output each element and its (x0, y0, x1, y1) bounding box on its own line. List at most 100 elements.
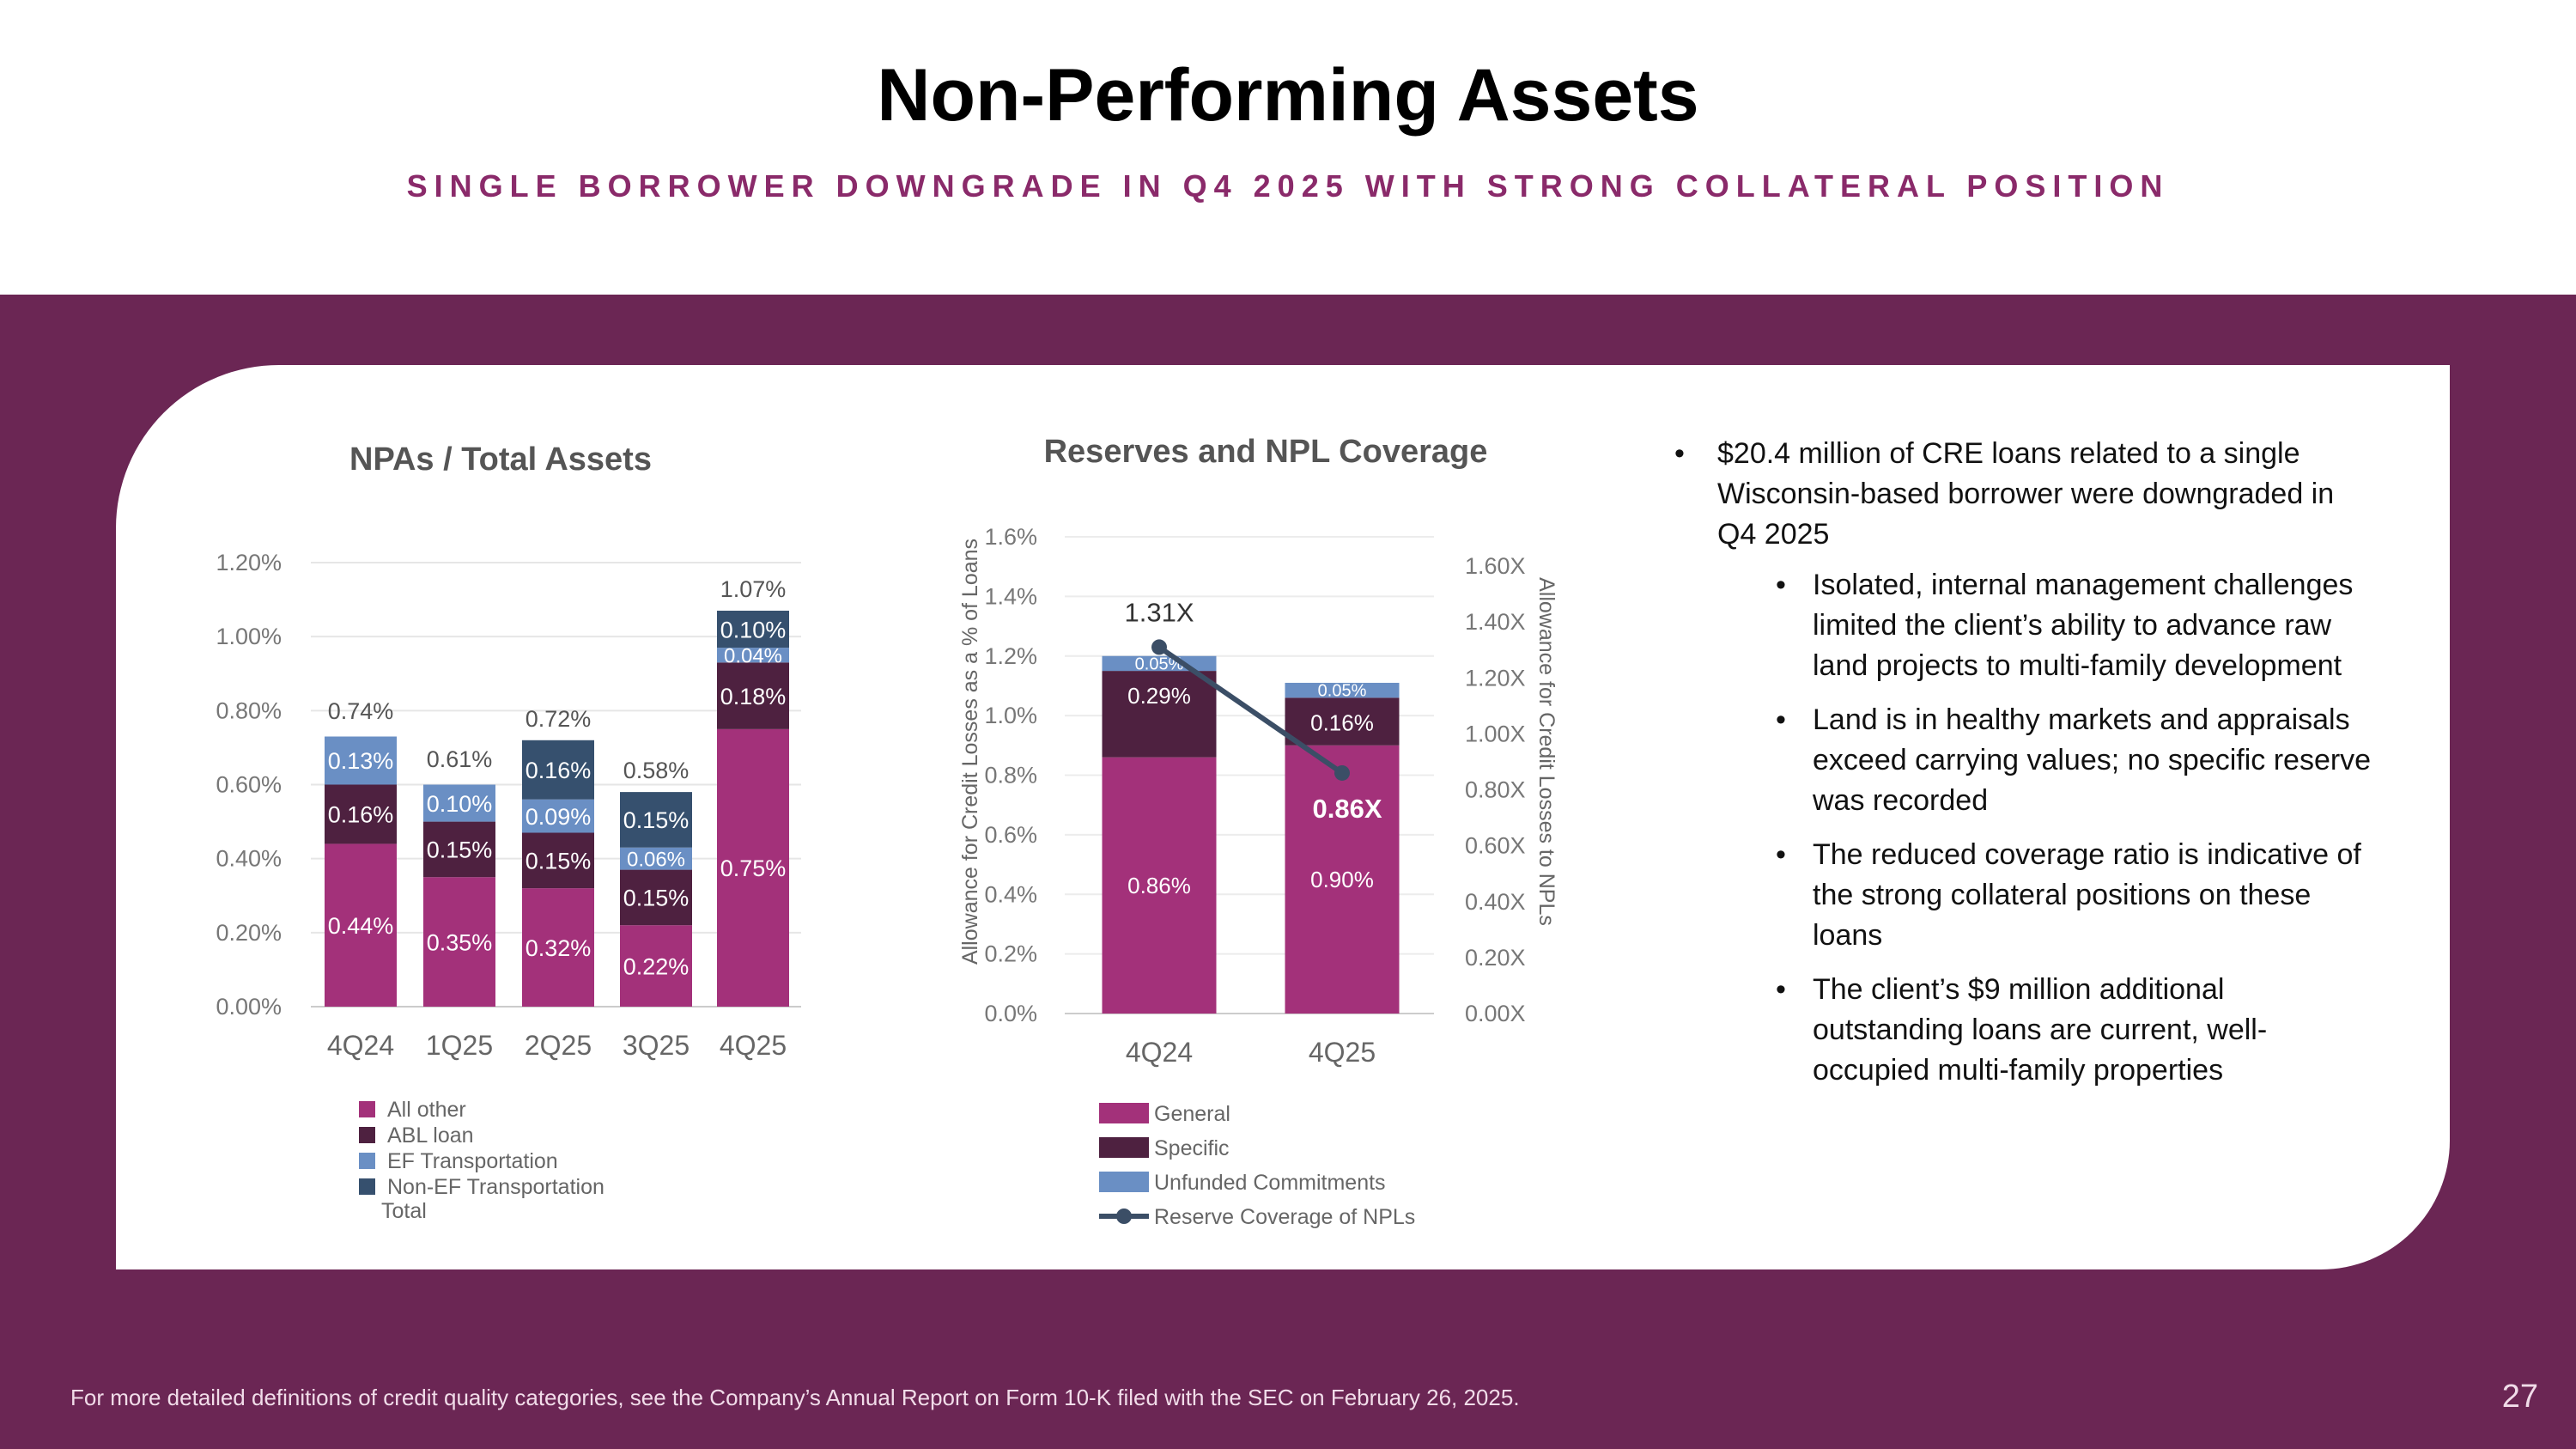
footnote: For more detailed definitions of credit … (70, 1385, 1520, 1410)
reserves-y2-tick: 0.00X (1465, 1001, 1526, 1026)
reserves-legend-label: General (1154, 1102, 1230, 1126)
reserves-segment-label: 0.16% (1310, 709, 1374, 735)
npa-segment-label: 0.10% (720, 617, 787, 642)
npa-bar-segment (325, 784, 397, 844)
npa-bar-segment (717, 662, 789, 729)
page-subtitle: SINGLE BORROWER DOWNGRADE IN Q4 2025 WIT… (406, 168, 2170, 204)
coverage-point (1334, 764, 1350, 781)
npa-legend-swatch (359, 1178, 375, 1195)
npa-bar-segment (423, 821, 495, 878)
page-number: 27 (2501, 1379, 2538, 1415)
npa-total-label: 1.07% (720, 576, 787, 602)
reserves-bar-segment (1102, 757, 1217, 1014)
reserves-y2-tick: 1.40X (1465, 609, 1526, 635)
npa-segment-label: 0.15% (427, 837, 493, 863)
reserves-y-tick: 0.0% (984, 1001, 1037, 1026)
reserves-legend-label: Unfunded Commitments (1154, 1171, 1386, 1195)
reserves-y2-tick: 1.60X (1465, 553, 1526, 579)
coverage-label: 0.86X (1312, 794, 1382, 824)
reserves-y-tick: 1.4% (984, 583, 1037, 609)
npa-legend-label: ABL loan (387, 1123, 474, 1148)
sub-bullet: Isolated, internal management challenges… (1673, 565, 2377, 686)
npa-legend-label: Non-EF Transportation (387, 1175, 605, 1199)
npa-x-tick: 4Q24 (327, 1030, 394, 1061)
npa-segment-label: 0.16% (328, 802, 394, 828)
reserves-y-axis-label: Allowance for Credit Losses as a % of Lo… (958, 539, 982, 965)
reserves-legend-marker (1116, 1209, 1132, 1224)
coverage-label: 1.31X (1124, 597, 1194, 627)
reserves-legend-swatch (1099, 1103, 1149, 1123)
npa-segment-label: 0.32% (526, 935, 592, 961)
npa-chart-title: NPAs / Total Assets (349, 441, 652, 478)
reserves-legend-label: Specific (1154, 1136, 1230, 1160)
reserves-x-tick: 4Q25 (1309, 1037, 1376, 1068)
reserves-y-tick: 0.4% (984, 881, 1037, 907)
npa-bar-segment (717, 611, 789, 648)
reserves-bar-segment (1285, 697, 1400, 746)
npa-bar-segment (522, 888, 594, 1007)
reserves-chart-title: Reserves and NPL Coverage (1044, 434, 1488, 470)
reserves-y-tick: 1.6% (984, 524, 1037, 550)
reserves-legend-swatch (1099, 1137, 1149, 1158)
reserves-segment-label: 0.05% (1318, 682, 1367, 701)
npa-segment-label: 0.15% (526, 849, 592, 874)
npa-bar-segment (717, 648, 789, 663)
npa-bar-segment (325, 736, 397, 785)
reserves-bar-segment (1285, 745, 1400, 1014)
reserves-y2-tick: 1.00X (1465, 721, 1526, 746)
npa-segment-label: 0.10% (427, 791, 493, 817)
npa-segment-label: 0.16% (526, 758, 592, 783)
reserves-bar-segment (1102, 671, 1217, 758)
npa-bar-segment (522, 832, 594, 889)
npa-bar-segment (522, 740, 594, 800)
reserves-y2-tick: 0.80X (1465, 777, 1526, 803)
npa-segment-label: 0.35% (427, 929, 493, 955)
bullet-main: $20.4 million of CRE loans related to a … (1673, 434, 2377, 555)
reserves-y-tick: 1.0% (984, 703, 1037, 728)
npa-total-label: 0.74% (328, 698, 394, 724)
npa-segment-label: 0.09% (526, 804, 592, 830)
npa-y-tick: 0.40% (216, 846, 282, 872)
reserves-bar-segment (1285, 682, 1400, 698)
reserves-segment-label: 0.05% (1135, 654, 1184, 673)
reserves-segment-label: 0.29% (1127, 683, 1191, 709)
reserves-segment-label: 0.86% (1127, 873, 1191, 898)
reserves-legend-label: Reserve Coverage of NPLs (1154, 1205, 1415, 1229)
npa-segment-label: 0.15% (623, 886, 690, 911)
npa-segment-label: 0.04% (724, 644, 782, 667)
npa-y-tick: 0.00% (216, 994, 282, 1020)
npa-x-tick: 1Q25 (426, 1030, 493, 1061)
reserves-y2-tick: 0.60X (1465, 833, 1526, 859)
bullet-list: $20.4 million of CRE loans related to a … (1673, 434, 2377, 1105)
coverage-point (1151, 639, 1167, 655)
npa-total-label: 0.72% (526, 706, 592, 732)
npa-segment-label: 0.22% (623, 953, 690, 979)
sub-bullet: Land is in healthy markets and appraisal… (1673, 700, 2377, 821)
npa-legend-label: All other (387, 1098, 466, 1122)
npa-segment-label: 0.06% (627, 848, 685, 871)
sub-bullet: The client’s $9 million additional outst… (1673, 970, 2377, 1091)
npa-total-label: 0.58% (623, 758, 690, 783)
npa-y-tick: 0.20% (216, 920, 282, 946)
npa-bar-segment (620, 925, 692, 1007)
npa-bar-segment (522, 799, 594, 833)
reserves-y2-axis-label: Allowance for Credit Losses to NPLs (1534, 577, 1558, 926)
npa-bar-segment (423, 784, 495, 822)
npa-bar-segment (620, 792, 692, 848)
npa-y-tick: 1.20% (216, 550, 282, 575)
npa-legend-swatch (359, 1127, 375, 1143)
npa-legend-label: EF Transportation (387, 1149, 558, 1173)
npa-legend-swatch (359, 1101, 375, 1117)
npa-segment-label: 0.13% (328, 748, 394, 774)
npa-x-tick: 3Q25 (623, 1030, 690, 1061)
npa-y-tick: 0.60% (216, 772, 282, 798)
reserves-legend-swatch (1099, 1172, 1149, 1192)
reserves-y2-tick: 0.20X (1465, 945, 1526, 971)
reserves-y-tick: 0.2% (984, 941, 1037, 967)
sub-bullet: The reduced coverage ratio is indicative… (1673, 835, 2377, 956)
npa-bar-segment (325, 843, 397, 1007)
reserves-y2-tick: 0.40X (1465, 889, 1526, 915)
npa-segment-label: 0.44% (328, 913, 394, 939)
